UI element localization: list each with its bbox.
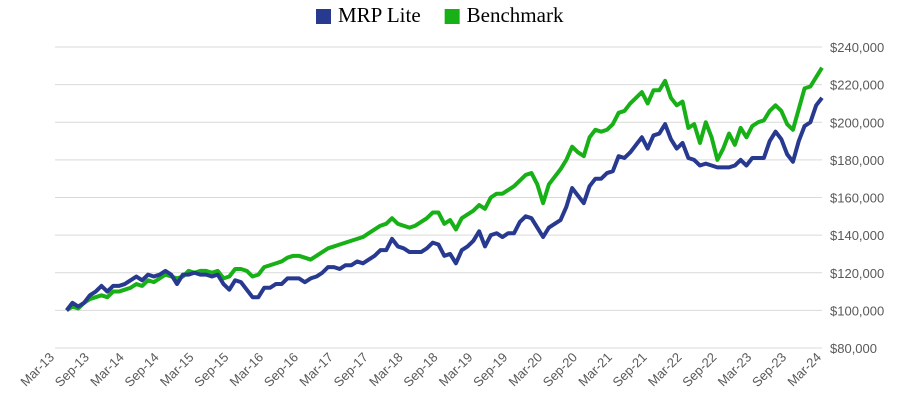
x-tick-label: Sep-17 <box>331 350 371 390</box>
series-line <box>65 66 824 313</box>
x-tick-label: Mar-22 <box>645 350 685 390</box>
legend-swatch <box>444 9 460 24</box>
x-tick-label: Sep-21 <box>610 350 650 390</box>
x-tick-label: Sep-23 <box>749 350 789 390</box>
x-tick-label: Sep-15 <box>191 350 231 390</box>
x-tick-label: Mar-16 <box>227 350 267 390</box>
x-tick-label: Mar-18 <box>366 350 406 390</box>
x-tick-label: Mar-24 <box>784 350 824 390</box>
y-tick-label: $220,000 <box>830 78 884 93</box>
x-tick-label: Sep-18 <box>400 350 440 390</box>
x-tick-label: Mar-15 <box>157 350 197 390</box>
y-tick-label: $120,000 <box>830 266 884 281</box>
y-tick-label: $140,000 <box>830 228 884 243</box>
x-tick-label: Mar-21 <box>575 350 615 390</box>
y-tick-label: $100,000 <box>830 303 884 318</box>
legend-label: Benchmark <box>467 3 564 27</box>
y-tick-label: $80,000 <box>830 341 877 356</box>
legend-label: MRP Lite <box>338 3 421 27</box>
x-tick-label: Sep-13 <box>52 350 92 390</box>
y-tick-label: $240,000 <box>830 40 884 55</box>
y-tick-label: $180,000 <box>830 153 884 168</box>
x-tick-label: Mar-23 <box>715 350 755 390</box>
x-tick-label: Sep-14 <box>121 350 161 390</box>
y-tick-label: $160,000 <box>830 191 884 206</box>
x-tick-label: Sep-19 <box>470 350 510 390</box>
x-tick-label: Mar-17 <box>296 350 336 390</box>
legend-swatch <box>316 9 331 24</box>
x-tick-label: Sep-20 <box>540 350 580 390</box>
series-line <box>65 96 824 312</box>
y-tick-label: $200,000 <box>830 115 884 130</box>
x-tick-label: Mar-14 <box>87 350 127 390</box>
x-tick-label: Sep-22 <box>679 350 719 390</box>
x-tick-label: Sep-16 <box>261 350 301 390</box>
x-tick-label: Mar-20 <box>505 350 545 390</box>
x-tick-label: Mar-19 <box>436 350 476 390</box>
x-tick-label: Mar-13 <box>17 350 57 390</box>
